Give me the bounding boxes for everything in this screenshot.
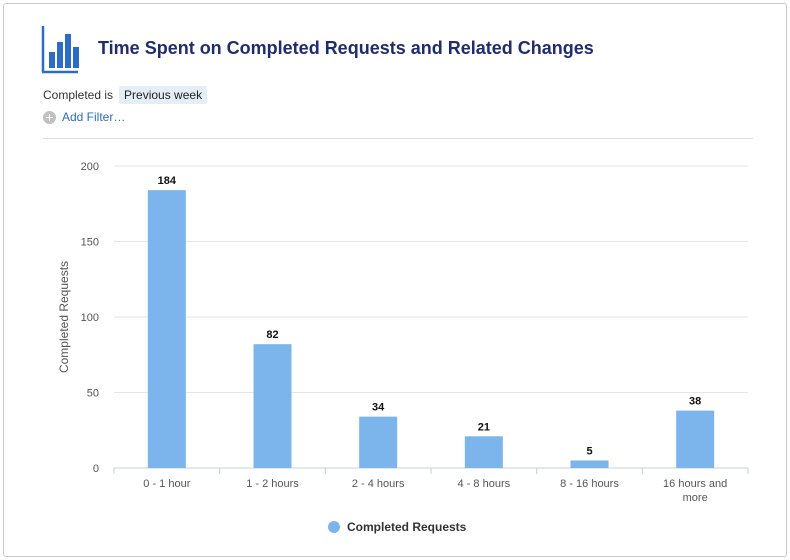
data-label: 34 bbox=[372, 402, 385, 414]
y-tick-label: 200 bbox=[81, 161, 99, 173]
page-title: Time Spent on Completed Requests and Rel… bbox=[98, 38, 594, 58]
data-label: 38 bbox=[689, 396, 701, 408]
legend-label: Completed Requests bbox=[347, 520, 467, 534]
y-tick-label: 100 bbox=[81, 312, 99, 324]
data-label: 21 bbox=[478, 421, 490, 433]
legend-marker bbox=[328, 521, 340, 533]
bar bbox=[676, 410, 715, 468]
data-label: 184 bbox=[158, 175, 177, 187]
bar bbox=[359, 416, 398, 468]
x-tick-label: 16 hours and more bbox=[663, 478, 727, 504]
y-tick-label: 50 bbox=[87, 388, 99, 400]
plus-circle-icon bbox=[43, 110, 56, 124]
bar-chart-icon bbox=[41, 26, 79, 74]
bar bbox=[253, 344, 292, 468]
x-tick-label: 4 - 8 hours bbox=[458, 478, 511, 490]
y-tick-label: 150 bbox=[81, 237, 99, 249]
bar bbox=[570, 460, 609, 468]
divider bbox=[43, 138, 753, 139]
chart-legend[interactable]: Completed Requests bbox=[328, 520, 466, 534]
bar bbox=[147, 190, 186, 468]
data-label: 5 bbox=[586, 445, 592, 457]
filter-row: Completed is Previous week bbox=[43, 86, 208, 104]
bar bbox=[464, 436, 503, 468]
y-axis-title: Completed Requests bbox=[57, 261, 71, 373]
x-tick-label: 0 - 1 hour bbox=[143, 478, 190, 490]
add-filter-link[interactable]: Add Filter… bbox=[43, 109, 125, 125]
x-tick-label: 1 - 2 hours bbox=[246, 478, 299, 490]
filter-value-chip[interactable]: Previous week bbox=[119, 86, 208, 104]
add-filter-label: Add Filter… bbox=[62, 110, 126, 124]
x-tick-label: 2 - 4 hours bbox=[352, 478, 405, 490]
y-tick-label: 0 bbox=[93, 463, 99, 475]
filter-label: Completed is bbox=[43, 88, 114, 102]
x-tick-label: 8 - 16 hours bbox=[560, 478, 619, 490]
data-label: 82 bbox=[266, 329, 278, 341]
